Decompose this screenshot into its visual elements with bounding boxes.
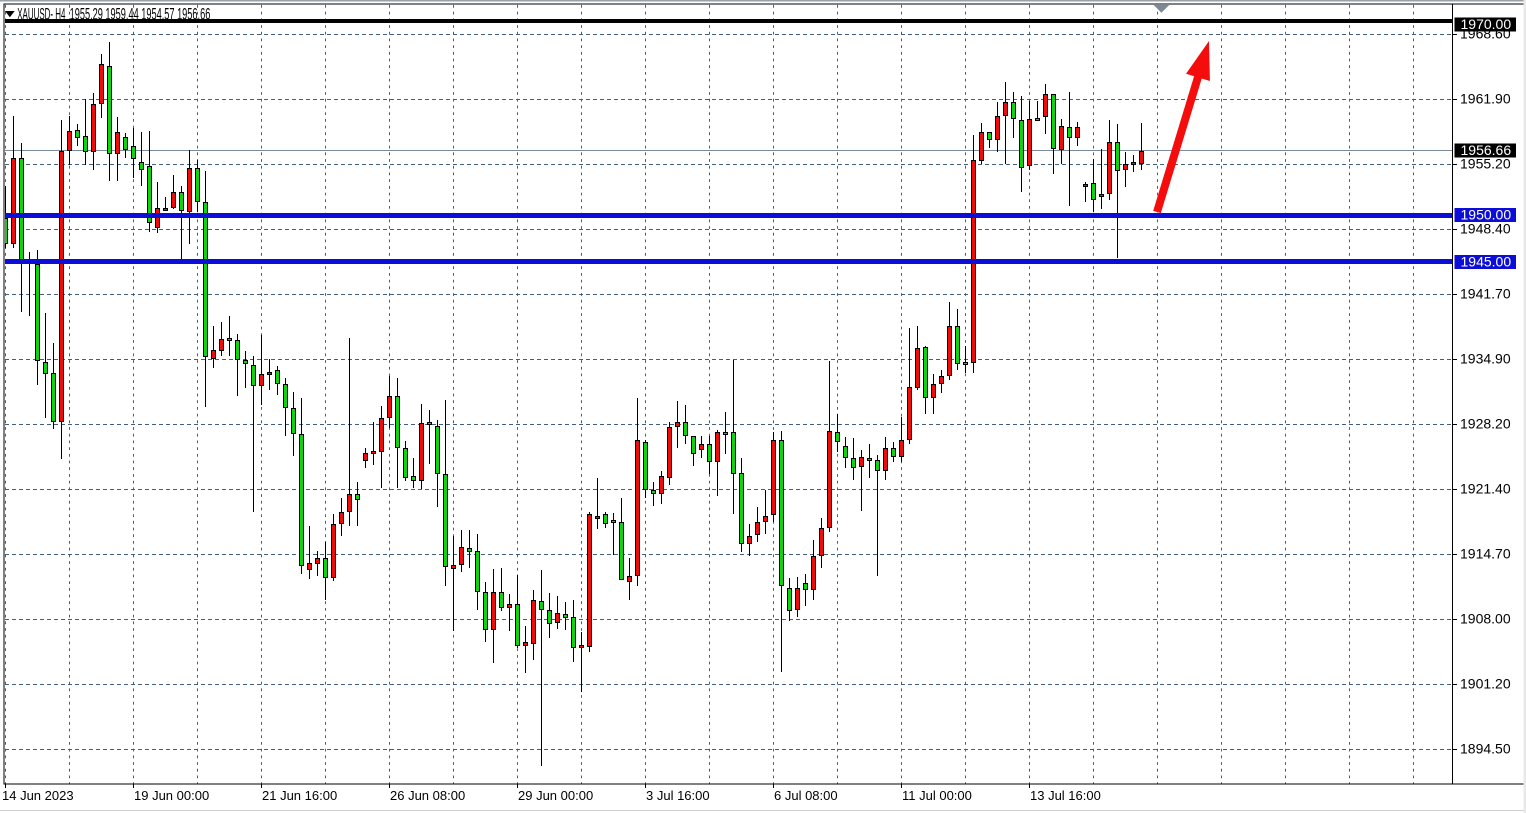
svg-text:1956.66: 1956.66 [1461,142,1512,158]
svg-text:1950.00: 1950.00 [1461,207,1512,223]
svg-text:1908.00: 1908.00 [1460,611,1511,627]
svg-text:19 Jun 00:00: 19 Jun 00:00 [134,788,209,803]
svg-text:1961.90: 1961.90 [1460,91,1511,107]
svg-text:26 Jun 08:00: 26 Jun 08:00 [390,788,465,803]
svg-text:1934.90: 1934.90 [1460,351,1511,367]
svg-text:1970.00: 1970.00 [1461,16,1512,32]
svg-text:21 Jun 16:00: 21 Jun 16:00 [262,788,337,803]
svg-text:1901.20: 1901.20 [1460,676,1511,692]
svg-text:1941.70: 1941.70 [1460,286,1511,302]
svg-text:3 Jul 16:00: 3 Jul 16:00 [646,788,710,803]
svg-text:11 Jul 00:00: 11 Jul 00:00 [902,788,972,803]
svg-text:XAUUSD- H4: XAUUSD- H4 [17,4,65,23]
svg-text:1914.70: 1914.70 [1460,546,1511,562]
svg-text:14 Jun 2023: 14 Jun 2023 [2,788,74,803]
svg-text:1945.00: 1945.00 [1461,254,1512,270]
svg-text:6 Jul 08:00: 6 Jul 08:00 [774,788,838,803]
svg-text:1955.20: 1955.20 [1460,156,1511,172]
svg-text:1948.40: 1948.40 [1460,221,1511,237]
svg-text:1921.40: 1921.40 [1460,481,1511,497]
svg-text:13 Jul 16:00: 13 Jul 16:00 [1030,788,1101,803]
svg-text:29 Jun 00:00: 29 Jun 00:00 [518,788,593,803]
svg-text:1928.20: 1928.20 [1460,416,1511,432]
svg-text:1955.29 1959.44 1954.57 1956.6: 1955.29 1959.44 1954.57 1956.66 [70,5,211,24]
svg-text:1894.50: 1894.50 [1460,741,1511,757]
